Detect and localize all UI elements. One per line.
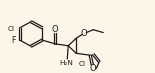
Text: O: O [81, 29, 88, 38]
Text: Cl: Cl [78, 61, 85, 67]
Text: O: O [90, 64, 97, 73]
Text: O: O [52, 25, 59, 34]
Text: F: F [11, 36, 16, 45]
Text: H₂N: H₂N [59, 60, 73, 66]
Text: Cl: Cl [8, 26, 15, 32]
